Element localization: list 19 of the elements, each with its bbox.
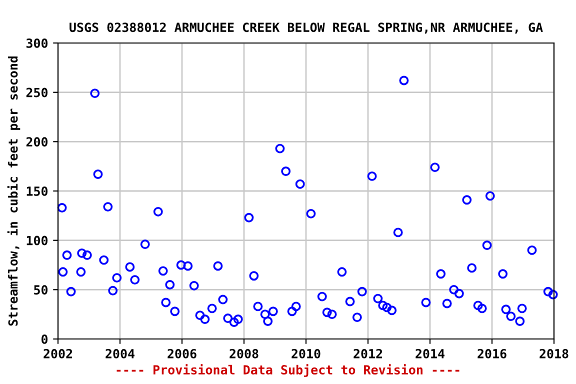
- x-tick-label: 2004: [106, 348, 134, 358]
- y-tick-label: 200: [26, 137, 48, 147]
- y-tick-label: 300: [26, 38, 48, 48]
- y-tick-label: 50: [34, 285, 48, 295]
- x-tick-label: 2018: [540, 348, 568, 358]
- text: ---- Provisional Data Subject to Revision ----: [116, 364, 460, 377]
- x-tick-label: 2012: [354, 348, 382, 358]
- y-tick-label: 0: [42, 334, 48, 344]
- x-tick-label: 2016: [478, 348, 506, 358]
- x-tick-label: 2014: [416, 348, 444, 358]
- x-tick-label: 2002: [44, 348, 72, 358]
- y-tick-label: 150: [26, 186, 48, 196]
- x-tick-label: 2008: [230, 348, 258, 358]
- x-tick-label: 2010: [292, 348, 320, 358]
- y-axis-title: Streamflow, in cubic feet per second: [7, 56, 20, 326]
- chart-title: USGS 02388012 ARMUCHEE CREEK BELOW REGAL SPRING,NR ARMUCHEE, GA: [70, 22, 543, 34]
- y-tick-label: 250: [26, 88, 48, 98]
- y-tick-label: 100: [26, 236, 48, 246]
- x-tick-label: 2006: [168, 348, 196, 358]
